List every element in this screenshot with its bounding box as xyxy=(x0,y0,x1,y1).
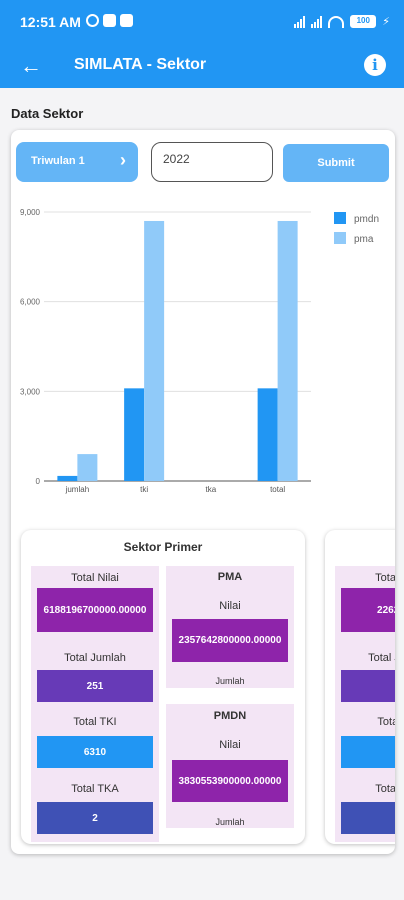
x-tick-label: jumlah xyxy=(65,485,90,494)
notification-icons xyxy=(86,14,133,27)
x-tick-label: tki xyxy=(140,485,148,494)
x-tick-label: tka xyxy=(206,485,217,494)
pma-label: PMA xyxy=(217,571,243,583)
pma-box: PMA Nilai 2357642800000.00000 Jumlah xyxy=(166,566,294,688)
y-tick-label: 3,000 xyxy=(20,387,41,396)
info-icon[interactable]: i xyxy=(364,54,386,76)
bar-pmdn-tki xyxy=(124,388,145,481)
charging-icon: ⚡ xyxy=(382,16,390,28)
total-tka-box: Total TKA xyxy=(335,772,395,842)
system-icons: 100 ⚡ xyxy=(294,15,390,28)
legend-label-pma: pma xyxy=(354,234,374,245)
signal-icon xyxy=(294,15,306,28)
sektor-title: Sektor Sekunder xyxy=(325,540,395,554)
page-title: SIMLATA - Sektor xyxy=(74,56,207,73)
bar-pmdn-total xyxy=(257,388,278,481)
pmdn-nilai-value: 3830553900000.00000 xyxy=(172,760,288,802)
pmdn-box: PMDN Nilai 3830553900000.00000 Jumlah xyxy=(166,704,294,828)
bar-pma-jumlah xyxy=(77,454,98,481)
status-bar: 12:51 AM 100 ⚡ xyxy=(0,0,404,46)
legend-label-pmdn: pmdn xyxy=(354,214,379,225)
total-tka-label: Total TKA xyxy=(71,783,119,795)
app-notification-icon xyxy=(103,14,116,27)
pmdn-jumlah-label: Jumlah xyxy=(215,817,245,827)
chevron-right-icon: › xyxy=(120,150,126,170)
x-tick-label: total xyxy=(270,485,285,494)
total-nilai-label: Total Nilai xyxy=(375,572,395,584)
total-nilai-box: Total Nilai 6188196700000.00000 xyxy=(31,566,159,638)
sektor-carousel[interactable]: Sektor Primer Total Nilai 6188196700000.… xyxy=(11,530,395,846)
total-tki-label: Total TKI xyxy=(377,716,395,728)
total-nilai-value: 22626114 xyxy=(341,588,395,632)
status-time: 12:51 AM xyxy=(20,14,81,30)
bar-pmdn-jumlah xyxy=(57,475,78,481)
legend-swatch-pmdn xyxy=(334,212,346,224)
total-tka-box: Total TKA 2 xyxy=(31,772,159,842)
total-jumlah-box: Total Jumlah 2 xyxy=(335,638,395,704)
pmdn-label: PMDN xyxy=(213,710,247,722)
app-bar: ← SIMLATA - Sektor i xyxy=(0,46,404,88)
total-tki-box: Total TKI 6310 xyxy=(31,704,159,772)
total-tka-label: Total TKA xyxy=(375,783,395,795)
y-tick-label: 6,000 xyxy=(20,298,41,307)
sektor-title: Sektor Primer xyxy=(123,540,203,554)
total-jumlah-label: Total Jumlah xyxy=(64,652,126,664)
total-tka-value xyxy=(341,802,395,834)
pma-nilai-value: 2357642800000.00000 xyxy=(172,619,288,662)
total-tka-value: 2 xyxy=(37,802,153,834)
pmdn-nilai-label: Nilai xyxy=(219,739,241,751)
total-tki-value: 6310 xyxy=(37,736,153,768)
sector-bar-chart: 0 3,000 6,000 9,000 jumlah tki tka total pmdn pma xyxy=(20,208,379,494)
wifi-icon xyxy=(328,15,345,28)
total-jumlah-label: Total Jumlah xyxy=(368,652,395,664)
year-input[interactable]: 2022 xyxy=(151,142,273,182)
bar-pma-total xyxy=(277,220,298,481)
battery-icon: 100 xyxy=(350,15,377,28)
triwulan-selector-button[interactable]: Triwulan 1 › xyxy=(16,142,138,182)
pma-jumlah-label: Jumlah xyxy=(215,676,245,686)
total-tki-value: 2 xyxy=(341,736,395,768)
back-arrow-icon[interactable]: ← xyxy=(20,53,42,78)
total-tki-box: Total TKI 2 xyxy=(335,704,395,772)
alarm-icon xyxy=(86,14,99,27)
sektor-card[interactable]: Sektor Sekunder Total Nilai 22626114 Tot… xyxy=(325,530,395,844)
y-tick-label: 0 xyxy=(36,477,41,486)
signal-icon xyxy=(311,15,323,28)
total-jumlah-box: Total Jumlah 251 xyxy=(31,638,159,704)
bar-pma-tki xyxy=(144,220,165,481)
total-tki-label: Total TKI xyxy=(73,716,117,728)
total-nilai-box: Total Nilai 22626114 xyxy=(335,566,395,638)
pma-nilai-label: Nilai xyxy=(219,600,241,612)
total-jumlah-value: 2 xyxy=(341,670,395,702)
total-jumlah-value: 251 xyxy=(37,670,153,702)
legend-swatch-pma xyxy=(334,232,346,244)
submit-button[interactable]: Submit xyxy=(283,144,389,182)
app-notification-icon xyxy=(120,14,133,27)
section-title: Data Sektor xyxy=(11,106,84,121)
triwulan-label: Triwulan 1 xyxy=(31,155,85,167)
y-tick-label: 9,000 xyxy=(20,208,41,217)
total-nilai-value: 6188196700000.00000 xyxy=(37,588,153,632)
total-nilai-label: Total Nilai xyxy=(71,572,119,584)
sektor-card[interactable]: Sektor Primer Total Nilai 6188196700000.… xyxy=(21,530,305,844)
data-card: Triwulan 1 › 2022 Submit 0 3,000 6,000 9,00… xyxy=(11,130,395,854)
